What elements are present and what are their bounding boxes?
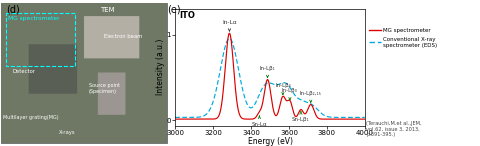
Conventional X-ray
spectrometer (EDS) <box>227 38 232 39</box>
MG spectrometer <box>227 32 232 34</box>
Line: Conventional X-ray
spectrometer (EDS): Conventional X-ray spectrometer (EDS) <box>175 38 365 117</box>
FancyBboxPatch shape <box>1 3 167 143</box>
Conventional X-ray
spectrometer (EDS) <box>253 100 259 102</box>
Text: In-Lβ₁: In-Lβ₁ <box>260 66 276 77</box>
Text: (e): (e) <box>167 4 180 14</box>
X-axis label: Energy (eV): Energy (eV) <box>248 137 292 146</box>
Conventional X-ray
spectrometer (EDS) <box>172 117 178 118</box>
Line: MG spectrometer: MG spectrometer <box>175 33 365 119</box>
MG spectrometer <box>310 107 316 108</box>
MG spectrometer <box>253 115 259 117</box>
Legend: MG spectrometer, Conventional X-ray
spectrometer (EDS): MG spectrometer, Conventional X-ray spec… <box>369 28 438 48</box>
Text: TEM: TEM <box>100 7 115 13</box>
Text: In-Lβ₃: In-Lβ₃ <box>282 88 298 100</box>
Text: Electron beam: Electron beam <box>104 34 142 39</box>
Text: (d): (d) <box>6 4 20 14</box>
Text: (Terauchi,M.et al.,JEM,
vol.62, issue 3, 2013,
p.391-395.): (Terauchi,M.et al.,JEM, vol.62, issue 3,… <box>366 121 422 137</box>
Conventional X-ray
spectrometer (EDS) <box>263 83 268 85</box>
Text: X-rays: X-rays <box>59 131 75 135</box>
Text: In-Lβ₄: In-Lβ₄ <box>275 83 291 95</box>
Text: Sn-Lβ₁: Sn-Lβ₁ <box>292 112 310 122</box>
Text: Multilayer grating(MG): Multilayer grating(MG) <box>2 115 58 120</box>
Text: Detector: Detector <box>12 69 36 74</box>
Conventional X-ray
spectrometer (EDS) <box>356 117 362 118</box>
Y-axis label: Intensity (a.u.): Intensity (a.u.) <box>156 39 165 95</box>
MG spectrometer <box>356 118 362 120</box>
Text: ITO: ITO <box>179 11 195 20</box>
Text: MG spectrometer: MG spectrometer <box>8 15 59 21</box>
Text: Source point
(Specimen): Source point (Specimen) <box>89 83 120 94</box>
Conventional X-ray
spectrometer (EDS) <box>252 103 258 105</box>
Text: In-Lβ₂,₁₅: In-Lβ₂,₁₅ <box>300 91 322 102</box>
MG spectrometer <box>347 118 352 120</box>
MG spectrometer <box>263 86 268 88</box>
MG spectrometer <box>362 118 368 120</box>
MG spectrometer <box>172 118 178 120</box>
Conventional X-ray
spectrometer (EDS) <box>362 117 368 118</box>
Conventional X-ray
spectrometer (EDS) <box>347 117 352 118</box>
Text: In-Lα: In-Lα <box>222 20 237 31</box>
Conventional X-ray
spectrometer (EDS) <box>310 104 316 106</box>
MG spectrometer <box>252 117 258 119</box>
Text: Sn-Lα: Sn-Lα <box>252 116 267 127</box>
